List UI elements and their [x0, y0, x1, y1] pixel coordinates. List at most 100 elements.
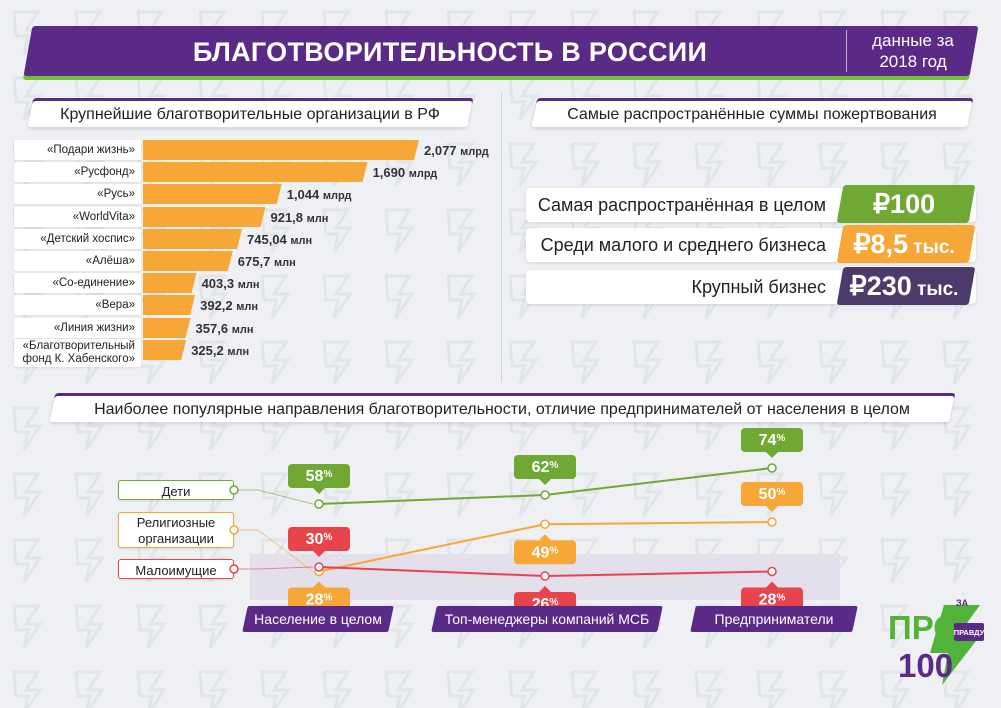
bar-value-number: 403,3: [201, 276, 235, 291]
legend-poor: Малоимущие: [118, 559, 234, 579]
date-line-1: данные за: [872, 31, 954, 50]
data-label-0-1: 62%: [514, 455, 576, 485]
bar-value-unit: млрд: [322, 190, 352, 202]
donation-row: Самая распространённая в целом ₽100: [526, 185, 976, 223]
bar-label: «Алёша»: [14, 251, 141, 271]
bar-value-label: 675,7 млн: [238, 252, 296, 272]
legend-poor-label: Малоимущие: [135, 563, 217, 578]
bar-label-line: «Линия жизни»: [53, 322, 135, 334]
divider: [501, 92, 502, 382]
pro100-logo: ПРО 100 ПРАВДУ ЗА: [888, 598, 984, 685]
directions-line-chart: 58% 62%74%28%49%50%30%26% 28%: [229, 428, 840, 610]
logo-text-pro: ПРО: [888, 609, 959, 646]
legend-children: Дети: [118, 480, 234, 500]
series-point-1-1: [540, 519, 550, 529]
legend-connector-1: [234, 529, 314, 572]
donation-value-suffix: тыс.: [908, 237, 955, 258]
bar-label-line: «WorldVita»: [72, 211, 135, 223]
date-note: данные за 2018 год: [846, 30, 973, 72]
group-label-entrepreneurs-text: Предприниматели: [714, 611, 834, 627]
bar-label-line: «Алёша»: [85, 255, 135, 267]
bar-label: «Русь»: [14, 184, 141, 204]
legend-religious-label-1: Религиозные: [136, 515, 216, 530]
bar-label-line: «Детский хоспис»: [40, 233, 135, 245]
bar-value-unit: млн: [237, 279, 260, 291]
series-point-0-0: [314, 499, 324, 509]
data-label-text: 49%: [532, 544, 559, 561]
data-label-pointer: [539, 479, 551, 485]
data-label-0-0: 58%: [288, 464, 350, 494]
data-label-value: 49: [532, 544, 550, 561]
legend-connector-2: [234, 566, 314, 570]
bar: [143, 207, 265, 227]
data-label-unit: %: [323, 593, 332, 604]
series-point-0-2: [767, 463, 777, 473]
page-title: БЛАГОТВОРИТЕЛЬНОСТЬ В РОССИИ: [192, 37, 708, 67]
data-label-text: 62%: [532, 459, 559, 476]
donation-row: Крупный бизнес ₽230 тыс.: [526, 267, 976, 305]
data-label-value: 30: [306, 531, 324, 548]
bar-value-number: 392,2: [200, 298, 233, 313]
bar-value-label: 2,077 млрд: [424, 141, 489, 161]
data-label-pointer: [766, 506, 778, 512]
bar-label: «WorldVita»: [14, 207, 141, 227]
logo-text-100: 100: [898, 647, 953, 684]
donation-label: Крупный бизнес: [691, 277, 826, 297]
data-label-value: 62: [532, 459, 550, 476]
data-label-text: 58%: [306, 468, 333, 485]
data-label-pointer: [313, 488, 325, 494]
bar-label: «Благотворительный фонд К. Хабенского»: [14, 339, 141, 367]
bar: [143, 273, 197, 293]
group-label-entrepreneurs: Предприниматели: [690, 606, 858, 632]
group-label-managers-text: Топ-менеджеры компаний МСБ: [444, 611, 650, 627]
bar-value-unit: млн: [236, 301, 259, 313]
bar-value-number: 1,044: [286, 187, 320, 202]
bar-label-line: «Подари жизнь»: [46, 144, 135, 156]
bar: [143, 318, 191, 338]
legend-children-label: Дети: [161, 484, 191, 499]
bar-value-label: 1,690 млрд: [373, 163, 438, 183]
data-label-unit: %: [776, 593, 785, 604]
bar-value-unit: млн: [273, 257, 296, 269]
bar-value-unit: млн: [306, 213, 329, 225]
bar-label: «Русфонд»: [14, 162, 141, 182]
bar-label: «Подари жизнь»: [14, 140, 141, 160]
data-label-text: 50%: [759, 486, 786, 503]
bar-value-number: 325,2: [191, 343, 224, 358]
bar: [143, 295, 195, 315]
donation-value: ₽8,5 тыс.: [840, 225, 968, 263]
bar-value-number: 745,04: [247, 232, 287, 247]
data-label-bg: [514, 592, 576, 610]
data-label-value: 28: [759, 592, 777, 609]
logo-za-text: ЗА: [956, 598, 969, 608]
bar-label-line: «Русь»: [97, 188, 135, 200]
bar-value-label: 392,2 млн: [200, 296, 258, 316]
series-point-2-1: [540, 571, 550, 581]
bar: [143, 229, 242, 249]
bar-value-number: 357,6: [195, 321, 229, 336]
bar-value-number: 921,8: [270, 210, 304, 225]
donation-row: Среди малого и среднего бизнеса ₽8,5 тыс.: [526, 225, 976, 263]
bar-value-label: 745,04 млн: [247, 230, 312, 250]
bar-value-label: 403,3 млн: [202, 274, 260, 294]
series-point-0-1: [540, 490, 550, 500]
data-label-bg: [288, 587, 350, 610]
data-label-pointer: [766, 452, 778, 458]
logo-badge: [954, 623, 984, 641]
bar-value-unit: млн: [231, 324, 254, 336]
bar-value-number: 2,077: [424, 143, 457, 158]
data-label-value: 58: [306, 468, 324, 485]
data-label-1-0: 28%: [288, 581, 350, 610]
data-label-value: 50: [759, 486, 777, 503]
data-label-value: 28: [306, 592, 324, 609]
donation-label: Среди малого и среднего бизнеса: [540, 235, 826, 255]
legend-marker-2: [229, 564, 239, 574]
bar-value-label: 357,6 млн: [196, 319, 254, 339]
bar-value-label: 1,044 млрд: [287, 185, 352, 205]
donation-value-main: ₽230: [849, 271, 912, 301]
group-label-population: Население в целом: [242, 606, 394, 632]
legend-connector-0: [234, 489, 314, 505]
donation-value-main: ₽8,5: [853, 229, 909, 259]
donation-value-suffix: тыс.: [911, 279, 959, 300]
legend-religious: Религиозные организации: [118, 512, 234, 548]
